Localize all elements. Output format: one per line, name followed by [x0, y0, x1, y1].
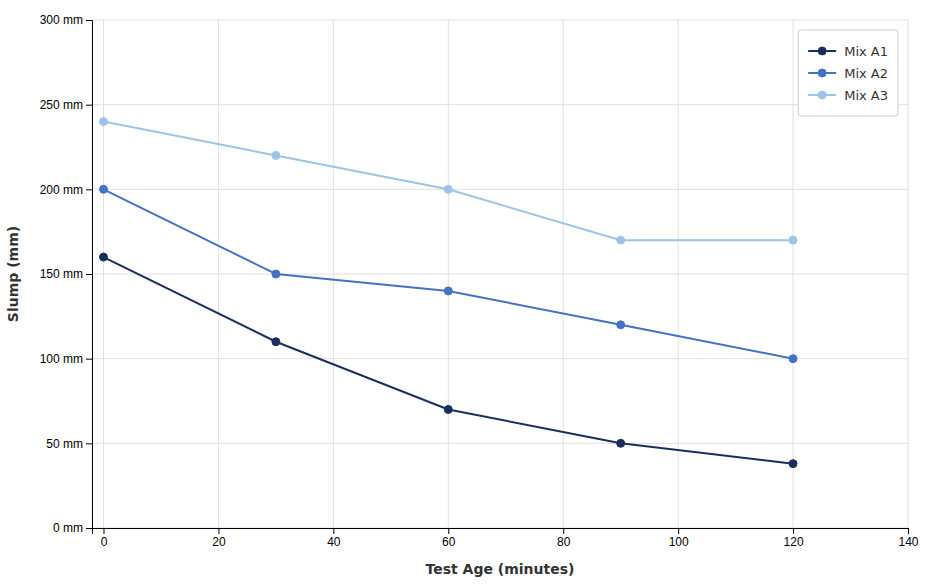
y-axis-line: [86, 21, 93, 529]
x-tick-label: 100: [669, 535, 689, 549]
y-tick-mark: [86, 359, 92, 360]
grid-line-y: [92, 189, 908, 190]
y-tick-mark: [86, 189, 92, 190]
x-tick-label: 20: [212, 535, 226, 549]
y-tick: 200 mm: [40, 183, 92, 197]
series-point: [617, 321, 625, 329]
x-tick-label: 40: [327, 535, 341, 549]
series-point: [617, 439, 625, 447]
y-tick-label: 100 mm: [40, 352, 83, 366]
grid-line-y: [92, 104, 908, 105]
legend-label: Mix A2: [844, 66, 888, 81]
y-axis: 0 mm 50 mm 100 mm 150 mm 200 mm 250 mm 300 mm: [40, 13, 93, 535]
x-tick-label: 80: [557, 535, 571, 549]
legend-label: Mix A3: [844, 88, 888, 103]
y-tick-label: 0 mm: [53, 521, 83, 535]
x-tick: 40: [327, 528, 341, 549]
y-axis-title: Slump (mm): [5, 226, 21, 322]
series-line: [103, 189, 793, 358]
y-tick-label: 300 mm: [40, 13, 83, 27]
series-point: [100, 253, 108, 261]
x-tick: 80: [557, 528, 571, 549]
legend-marker: [818, 69, 826, 77]
series-point: [444, 185, 452, 193]
legend-marker: [818, 47, 826, 55]
x-tick: 140: [898, 528, 918, 549]
y-tick: 100 mm: [40, 352, 92, 366]
y-tick: 150 mm: [40, 267, 92, 281]
series-point: [100, 118, 108, 126]
series-point: [272, 151, 280, 159]
grid-line-y: [92, 20, 908, 21]
x-tick-label: 0: [101, 535, 108, 549]
legend-marker: [818, 91, 826, 99]
y-tick-mark: [86, 528, 92, 529]
x-tick-mark: [218, 528, 219, 534]
series-point: [617, 236, 625, 244]
x-axis-title: Test Age (minutes): [426, 561, 575, 577]
series-point: [444, 405, 452, 413]
legend: Mix A1 Mix A2 Mix A3: [798, 30, 898, 116]
legend-item: Mix A3: [808, 88, 888, 103]
legend-label: Mix A1: [844, 44, 888, 59]
x-tick-label: 60: [442, 535, 456, 549]
series-point: [272, 270, 280, 278]
legend-item: Mix A1: [808, 44, 888, 59]
y-tick: 50 mm: [46, 437, 92, 451]
y-tick-mark: [86, 20, 92, 21]
grid-line-y: [92, 358, 908, 359]
series-line: [103, 257, 793, 464]
chart: 0 20 40 60 80 100 120 140 0 mm 50 mm 100 mm 150 mm 2…: [0, 0, 936, 588]
y-tick-label: 150 mm: [40, 267, 83, 281]
y-tick-mark: [86, 105, 92, 106]
y-tick-mark: [86, 274, 92, 275]
x-tick-mark: [448, 528, 449, 534]
x-tick-mark: [563, 528, 564, 534]
x-tick: 20: [212, 528, 226, 549]
x-tick-mark: [333, 528, 334, 534]
series-point: [100, 185, 108, 193]
grid: [92, 20, 908, 528]
y-tick-label: 250 mm: [40, 98, 83, 112]
y-tick-mark: [86, 443, 92, 444]
series-point: [444, 287, 452, 295]
plot: 0 20 40 60 80 100 120 140 0 mm 50 mm 100 mm 150 mm 2…: [40, 13, 919, 548]
y-tick-label: 50 mm: [46, 437, 83, 451]
series-point: [789, 236, 797, 244]
grid-line-y: [92, 443, 908, 444]
x-tick: 100: [669, 528, 689, 549]
grid-line-y: [92, 274, 908, 275]
y-tick: 250 mm: [40, 98, 92, 112]
x-axis: 0 20 40 60 80 100 120 140: [93, 528, 919, 549]
x-tick-mark: [678, 528, 679, 534]
x-tick-mark: [103, 528, 104, 534]
x-tick-label: 120: [784, 535, 804, 549]
series-layer: [100, 118, 798, 468]
series: [100, 118, 798, 245]
legend-item: Mix A2: [808, 66, 888, 81]
y-tick: 300 mm: [40, 13, 92, 27]
x-tick: 60: [442, 528, 456, 549]
series-point: [272, 338, 280, 346]
series-line: [103, 122, 793, 241]
series-point: [789, 355, 797, 363]
series: [100, 185, 798, 362]
x-tick-mark: [793, 528, 794, 534]
x-tick: 120: [784, 528, 804, 549]
legend-box: [798, 30, 898, 116]
x-tick-mark: [908, 528, 909, 534]
x-axis-line: [93, 529, 909, 535]
x-tick-label: 140: [898, 535, 918, 549]
series: [100, 253, 798, 468]
x-tick: 0: [101, 528, 108, 549]
y-tick-label: 200 mm: [40, 183, 83, 197]
y-tick: 0 mm: [53, 521, 92, 535]
series-point: [789, 460, 797, 468]
